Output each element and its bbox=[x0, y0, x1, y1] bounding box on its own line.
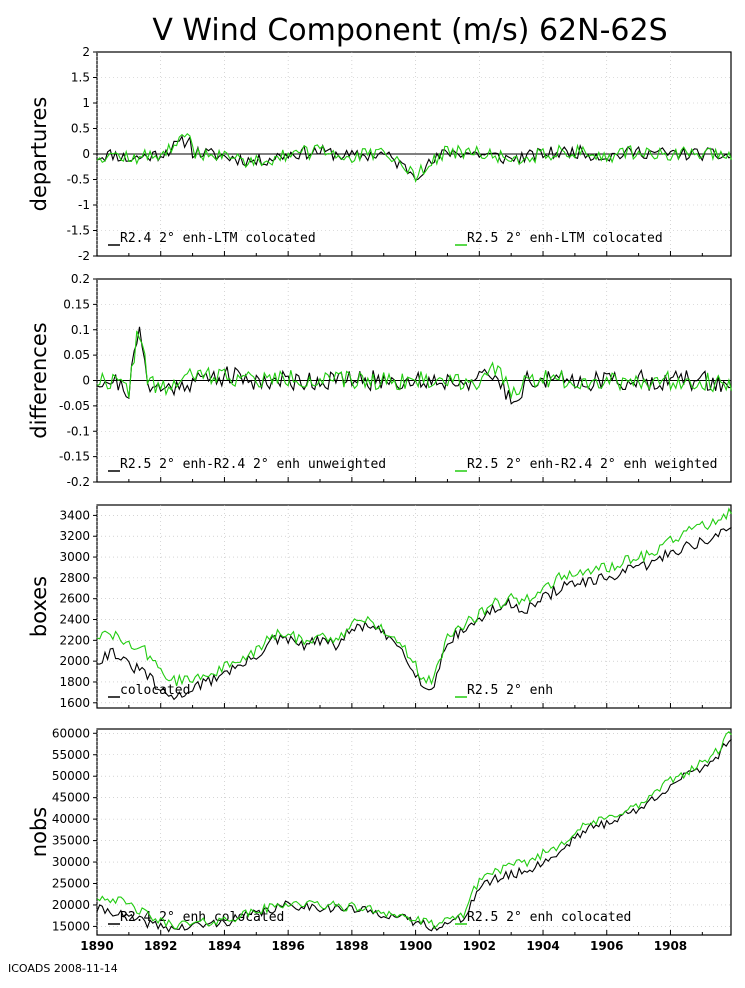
y-tick-label: 30000 bbox=[52, 855, 90, 869]
x-tick-label: 1896 bbox=[271, 939, 304, 953]
legend-label: R2.5 2° enh colocated bbox=[467, 910, 631, 925]
chart-title: V Wind Component (m/s) 62N-62S bbox=[152, 13, 667, 48]
y-tick-label: 2800 bbox=[59, 571, 90, 585]
y-tick-label: 25000 bbox=[52, 877, 90, 891]
series-line-black bbox=[96, 738, 732, 933]
plot-frame bbox=[96, 504, 732, 709]
x-tick-label: 1908 bbox=[654, 939, 687, 953]
y-tick-label: 0 bbox=[82, 147, 90, 161]
legend-label: R2.5 2° enh-R2.4 2° enh unweighted bbox=[120, 457, 386, 472]
y-tick-label: -0.1 bbox=[67, 424, 90, 438]
series-line-green bbox=[96, 507, 732, 687]
y-tick-label: 2400 bbox=[59, 613, 90, 627]
y-tick-label: 0 bbox=[82, 374, 90, 388]
y-tick-label: 2 bbox=[82, 45, 90, 59]
y-tick-label: 3400 bbox=[59, 508, 90, 522]
y-tick-label: 35000 bbox=[52, 834, 90, 848]
series-line-black bbox=[96, 526, 732, 701]
plot-frame bbox=[96, 728, 732, 936]
x-tick-label: 1894 bbox=[208, 939, 241, 953]
y-tick-label: 0.15 bbox=[63, 297, 90, 311]
y-tick-label: 1.5 bbox=[71, 71, 90, 85]
y-tick-label: 20000 bbox=[52, 898, 90, 912]
y-tick-label: -0.5 bbox=[67, 173, 90, 187]
y-tick-label: -2 bbox=[78, 249, 90, 263]
y-tick-label: 45000 bbox=[52, 791, 90, 805]
series-line-green bbox=[96, 330, 733, 400]
y-tick-label: -1.5 bbox=[67, 224, 90, 238]
legend-label: R2.4 2° enh-LTM colocated bbox=[120, 231, 316, 246]
series-line-green bbox=[96, 731, 732, 930]
y-tick-label: 1 bbox=[82, 96, 90, 110]
y-tick-label: -1 bbox=[78, 198, 90, 212]
y-tick-label: 3200 bbox=[59, 529, 90, 543]
x-tick-label: 1900 bbox=[399, 939, 432, 953]
y-tick-label: 60000 bbox=[52, 726, 90, 740]
y-tick-label: -0.2 bbox=[67, 475, 90, 489]
y-axis-label: nobs bbox=[27, 807, 51, 857]
y-tick-label: 1600 bbox=[59, 696, 90, 710]
y-tick-label: 40000 bbox=[52, 812, 90, 826]
y-tick-label: 0.05 bbox=[63, 348, 90, 362]
x-tick-label: 1892 bbox=[144, 939, 177, 953]
legend-label: R2.5 2° enh bbox=[467, 683, 553, 698]
legend-label: R2.5 2° enh-LTM colocated bbox=[467, 231, 663, 246]
y-tick-label: 50000 bbox=[52, 769, 90, 783]
legend-label: colocated bbox=[120, 683, 190, 698]
series-line-black bbox=[96, 326, 732, 405]
x-tick-label: 1904 bbox=[526, 939, 559, 953]
y-tick-label: 2200 bbox=[59, 633, 90, 647]
footer-label: ICOADS 2008-11-14 bbox=[8, 962, 118, 975]
y-tick-label: 0.5 bbox=[71, 122, 90, 136]
y-tick-label: 55000 bbox=[52, 748, 90, 762]
legend-label: R2.4 2° enh colocated bbox=[120, 910, 284, 925]
y-tick-label: 0.1 bbox=[71, 323, 90, 337]
y-axis-label: departures bbox=[27, 97, 51, 212]
y-tick-label: 3000 bbox=[59, 550, 90, 564]
y-tick-label: 0.2 bbox=[71, 272, 90, 286]
y-tick-label: -0.15 bbox=[59, 450, 90, 464]
y-tick-label: 15000 bbox=[52, 919, 90, 933]
y-axis-label: boxes bbox=[27, 576, 51, 637]
x-tick-label: 1906 bbox=[590, 939, 623, 953]
y-axis-label: differences bbox=[27, 322, 51, 438]
legend-label: R2.5 2° enh-R2.4 2° enh weighted bbox=[467, 457, 717, 472]
y-tick-label: 1800 bbox=[59, 675, 90, 689]
x-tick-label: 1898 bbox=[335, 939, 368, 953]
y-tick-label: 2000 bbox=[59, 654, 90, 668]
series-line-green bbox=[96, 133, 733, 183]
y-tick-label: -0.05 bbox=[59, 399, 90, 413]
y-tick-label: 2600 bbox=[59, 592, 90, 606]
x-tick-label: 1902 bbox=[463, 939, 496, 953]
x-tick-label: 1890 bbox=[80, 939, 113, 953]
